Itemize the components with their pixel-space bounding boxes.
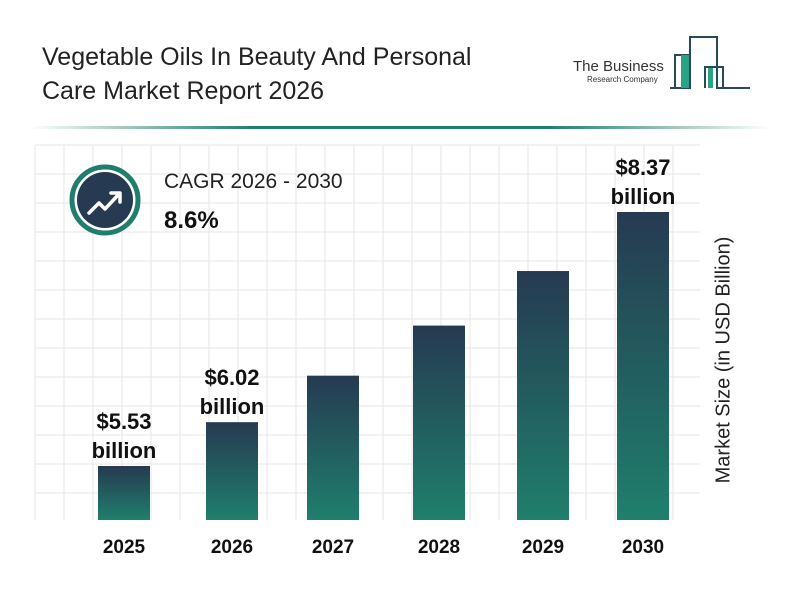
x-tick-label: 2029	[522, 537, 564, 558]
data-label: billion	[611, 184, 676, 209]
y-axis-label: Market Size (in USD Billion)	[712, 236, 735, 484]
cagr-icon	[69, 164, 141, 236]
bar-2030	[617, 212, 669, 520]
data-label: billion	[200, 394, 265, 419]
logo-text: The Business	[573, 58, 664, 75]
data-label: billion	[92, 438, 157, 463]
x-tick-label: 2025	[103, 537, 146, 558]
chart-title: Vegetable Oils In Beauty And Personal Ca…	[42, 43, 472, 105]
x-tick-label: 2027	[312, 537, 354, 558]
divider	[30, 126, 770, 129]
x-tick-label: 2026	[211, 537, 253, 558]
bar-2028	[413, 325, 465, 520]
logo-buildings-icon	[670, 36, 750, 89]
bar-2025	[98, 466, 150, 520]
data-label: $6.02	[204, 365, 259, 390]
logo-subtext: Research Company	[587, 75, 658, 84]
data-label: $8.37	[615, 155, 670, 180]
bar-2027	[307, 375, 359, 520]
company-logo: The Business Research Company	[565, 33, 755, 93]
trending-up-icon	[87, 192, 121, 215]
x-tick-label: 2028	[418, 537, 460, 558]
x-tick-label: 2030	[622, 537, 664, 558]
data-label: $5.53	[96, 409, 151, 434]
bar-2026	[206, 422, 258, 520]
cagr-label: CAGR 2026 - 2030	[164, 170, 343, 193]
cagr-value: 8.6%	[164, 207, 219, 234]
bar-2029	[517, 271, 569, 520]
